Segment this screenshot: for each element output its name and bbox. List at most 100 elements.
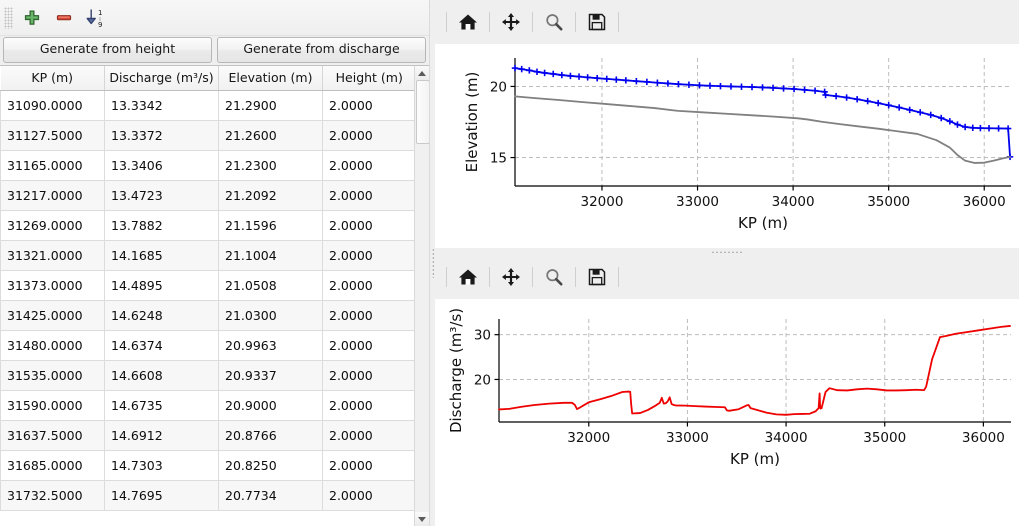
table-cell[interactable]: 14.7695 xyxy=(104,480,219,511)
column-header-elevation[interactable]: Elevation (m) xyxy=(218,66,323,91)
table-cell[interactable]: 13.3372 xyxy=(104,120,219,151)
table-cell[interactable]: 31269.0000 xyxy=(0,210,105,241)
table-cell[interactable]: 14.6912 xyxy=(104,420,219,451)
table-cell[interactable]: 14.6735 xyxy=(104,390,219,421)
table-row[interactable]: 31090.0000 13.3342 21.2900 2.0000 xyxy=(0,90,414,121)
table-cell[interactable]: 13.3406 xyxy=(104,150,219,181)
table-body: 31090.0000 13.3342 21.2900 2.0000 31127.5000… xyxy=(0,90,414,511)
table-cell[interactable]: 21.0508 xyxy=(218,270,323,301)
table-row[interactable]: 31590.0000 14.6735 20.9000 2.0000 xyxy=(0,390,414,421)
table-cell[interactable]: 2.0000 xyxy=(322,390,414,421)
data-table-scroll-area[interactable]: KP (m) Discharge (m³/s) Elevation (m) He… xyxy=(0,66,414,526)
sort-ascending-button[interactable]: 1 9 xyxy=(80,2,112,34)
table-row[interactable]: 31217.0000 13.4723 21.2092 2.0000 xyxy=(0,180,414,211)
scroll-up-button[interactable] xyxy=(415,66,429,80)
table-cell[interactable]: 31590.0000 xyxy=(0,390,105,421)
table-cell[interactable]: 2.0000 xyxy=(322,150,414,181)
elevation-zoom-button[interactable] xyxy=(534,4,574,40)
table-cell[interactable]: 21.2900 xyxy=(218,90,323,121)
table-cell[interactable]: 2.0000 xyxy=(322,180,414,211)
table-cell[interactable]: 2.0000 xyxy=(322,270,414,301)
discharge-home-button[interactable] xyxy=(448,259,488,295)
table-cell[interactable]: 31090.0000 xyxy=(0,90,105,121)
table-cell[interactable]: 2.0000 xyxy=(322,360,414,391)
table-cell[interactable]: 31165.0000 xyxy=(0,150,105,181)
generate-from-discharge-button[interactable]: Generate from discharge xyxy=(217,37,426,63)
table-cell[interactable]: 14.7303 xyxy=(104,450,219,481)
column-header-discharge[interactable]: Discharge (m³/s) xyxy=(104,66,219,91)
table-row[interactable]: 31127.5000 13.3372 21.2600 2.0000 xyxy=(0,120,414,151)
table-cell[interactable]: 21.0300 xyxy=(218,300,323,331)
scrollbar-track[interactable] xyxy=(415,80,429,512)
table-cell[interactable]: 20.7734 xyxy=(218,480,323,511)
discharge-zoom-button[interactable] xyxy=(534,259,574,295)
table-cell[interactable]: 31321.0000 xyxy=(0,240,105,271)
column-header-height[interactable]: Height (m) xyxy=(322,66,414,91)
elevation-home-button[interactable] xyxy=(448,4,488,40)
table-cell[interactable]: 31217.0000 xyxy=(0,180,105,211)
table-cell[interactable]: 21.2600 xyxy=(218,120,323,151)
column-header-kp[interactable]: KP (m) xyxy=(0,66,105,91)
table-cell[interactable]: 21.1004 xyxy=(218,240,323,271)
elevation-pan-button[interactable] xyxy=(491,4,531,40)
table-cell[interactable]: 2.0000 xyxy=(322,90,414,121)
table-row[interactable]: 31535.0000 14.6608 20.9337 2.0000 xyxy=(0,360,414,391)
table-vertical-scrollbar[interactable] xyxy=(414,66,429,526)
table-cell[interactable]: 20.8766 xyxy=(218,420,323,451)
table-cell[interactable]: 13.3342 xyxy=(104,90,219,121)
table-row[interactable]: 31425.0000 14.6248 21.0300 2.0000 xyxy=(0,300,414,331)
table-cell[interactable]: 31535.0000 xyxy=(0,360,105,391)
table-cell[interactable]: 2.0000 xyxy=(322,480,414,511)
svg-text:34000: 34000 xyxy=(772,194,815,210)
table-cell[interactable]: 2.0000 xyxy=(322,330,414,361)
table-cell[interactable]: 2.0000 xyxy=(322,420,414,451)
table-cell[interactable]: 14.4895 xyxy=(104,270,219,301)
table-row[interactable]: 31373.0000 14.4895 21.0508 2.0000 xyxy=(0,270,414,301)
table-cell[interactable]: 21.2300 xyxy=(218,150,323,181)
scrollbar-thumb[interactable] xyxy=(416,80,429,144)
generate-from-height-button[interactable]: Generate from height xyxy=(3,37,212,63)
remove-row-button[interactable] xyxy=(48,2,80,34)
chart-splitter-horizontal[interactable] xyxy=(435,248,1019,255)
table-cell[interactable]: 31685.0000 xyxy=(0,450,105,481)
table-row[interactable]: 31637.5000 14.6912 20.8766 2.0000 xyxy=(0,420,414,451)
table-cell[interactable]: 14.6374 xyxy=(104,330,219,361)
table-cell[interactable]: 20.9337 xyxy=(218,360,323,391)
table-cell[interactable]: 21.2092 xyxy=(218,180,323,211)
table-cell[interactable]: 2.0000 xyxy=(322,300,414,331)
table-cell[interactable]: 31732.5000 xyxy=(0,480,105,511)
elevation-chart-canvas[interactable]: 32000 33000 34000 35000 36000 15 20 KP (m) Eleva… xyxy=(435,44,1019,248)
table-cell[interactable]: 31373.0000 xyxy=(0,270,105,301)
add-row-button[interactable] xyxy=(16,2,48,34)
discharge-pan-button[interactable] xyxy=(491,259,531,295)
elevation-save-button[interactable] xyxy=(577,4,617,40)
table-cell[interactable]: 31637.5000 xyxy=(0,420,105,451)
scroll-down-button[interactable] xyxy=(415,512,429,526)
table-cell[interactable]: 14.6248 xyxy=(104,300,219,331)
table-cell[interactable]: 2.0000 xyxy=(322,210,414,241)
table-cell[interactable]: 2.0000 xyxy=(322,450,414,481)
discharge-save-button[interactable] xyxy=(577,259,617,295)
table-row[interactable]: 31269.0000 13.7882 21.1596 2.0000 xyxy=(0,210,414,241)
table-cell[interactable]: 31127.5000 xyxy=(0,120,105,151)
table-cell[interactable]: 20.9963 xyxy=(218,330,323,361)
table-row[interactable]: 31321.0000 14.1685 21.1004 2.0000 xyxy=(0,240,414,271)
table-cell[interactable]: 31425.0000 xyxy=(0,300,105,331)
pane-splitter-vertical[interactable] xyxy=(429,0,435,526)
table-cell[interactable]: 14.1685 xyxy=(104,240,219,271)
table-cell[interactable]: 31480.0000 xyxy=(0,330,105,361)
table-cell[interactable]: 14.6608 xyxy=(104,360,219,391)
table-cell[interactable]: 2.0000 xyxy=(322,240,414,271)
table-row[interactable]: 31685.0000 14.7303 20.8250 2.0000 xyxy=(0,450,414,481)
table-cell[interactable]: 13.7882 xyxy=(104,210,219,241)
table-row[interactable]: 31480.0000 14.6374 20.9963 2.0000 xyxy=(0,330,414,361)
table-cell[interactable]: 20.9000 xyxy=(218,390,323,421)
discharge-chart-canvas[interactable]: 32000 33000 34000 35000 36000 20 30 KP (m) Disch… xyxy=(435,299,1019,526)
table-cell[interactable]: 21.1596 xyxy=(218,210,323,241)
table-cell[interactable]: 2.0000 xyxy=(322,120,414,151)
table-cell[interactable]: 20.8250 xyxy=(218,450,323,481)
table-row[interactable]: 31165.0000 13.3406 21.2300 2.0000 xyxy=(0,150,414,181)
table-row[interactable]: 31732.5000 14.7695 20.7734 2.0000 xyxy=(0,480,414,511)
toolbar-grip[interactable] xyxy=(4,6,13,29)
table-cell[interactable]: 13.4723 xyxy=(104,180,219,211)
